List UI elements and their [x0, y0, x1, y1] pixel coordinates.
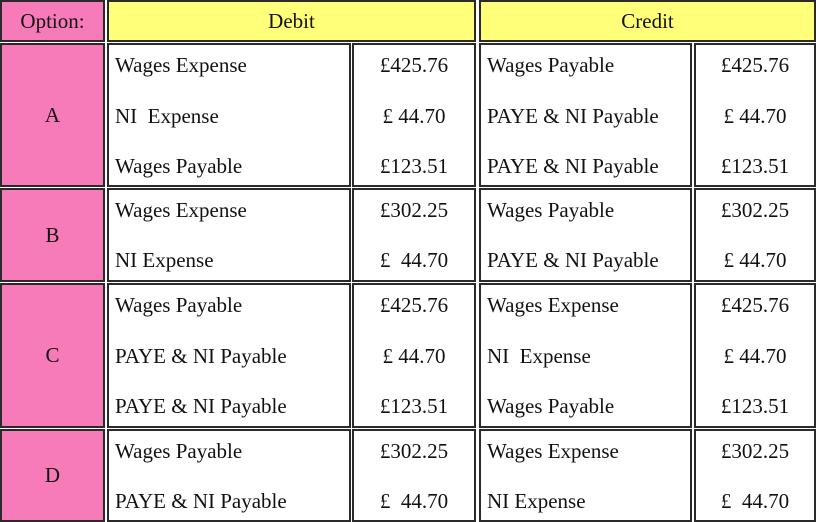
debit-account-name: NI Expense: [115, 248, 214, 272]
debit-amount-cell: £425.76 £ 44.70 £123.51: [352, 43, 476, 187]
credit-amount-cell: £302.25 £ 44.70: [694, 429, 816, 522]
debit-amount-cell: £302.25 £ 44.70: [352, 188, 476, 282]
debit-account-name: PAYE & NI Payable: [115, 343, 287, 368]
credit-account-cell: Wages Payable PAYE & NI Payable: [479, 188, 692, 282]
debit-amount: £ 44.70: [379, 248, 449, 272]
credit-account-cell: Wages Expense NI Expense Wages Payable: [479, 283, 692, 428]
debit-amount: £302.25: [379, 439, 449, 463]
debit-amount-cell: £425.76 £ 44.70 £123.51: [352, 283, 476, 428]
debit-account-name: PAYE & NI Payable: [115, 489, 287, 513]
option-label: A: [0, 43, 105, 187]
credit-account-name: PAYE & NI Payable: [487, 154, 659, 178]
credit-account-name: PAYE & NI Payable: [487, 248, 659, 272]
debit-amount: £ 44.70: [382, 103, 446, 128]
option-label: D: [0, 429, 105, 522]
credit-account-cell: Wages Payable PAYE & NI Payable PAYE & NI …: [479, 43, 692, 187]
credit-account-name: NI Expense: [487, 489, 586, 513]
header-debit: Debit: [107, 0, 476, 42]
credit-amount: £ 44.70: [723, 103, 787, 128]
credit-amount: £123.51: [720, 154, 790, 178]
credit-account-name: PAYE & NI Payable: [487, 103, 659, 128]
credit-account-cell: Wages Expense NI Expense: [479, 429, 692, 522]
debit-account-name: PAYE & NI Payable: [115, 394, 287, 418]
credit-amount: £123.51: [720, 394, 790, 418]
credit-account-name: Wages Expense: [487, 293, 619, 317]
credit-amount: £425.76: [720, 53, 790, 77]
debit-account-cell: Wages Expense NI Expense Wages Payable: [107, 43, 351, 187]
header-credit: Credit: [479, 0, 816, 42]
credit-account-name: Wages Payable: [487, 53, 615, 77]
credit-amount-cell: £425.76 £ 44.70 £123.51: [694, 43, 816, 187]
credit-amount: £425.76: [720, 293, 790, 317]
debit-account-name: NI Expense: [115, 103, 219, 128]
debit-account-cell: Wages Payable PAYE & NI Payable: [107, 429, 351, 522]
credit-amount-cell: £302.25 £ 44.70: [694, 188, 816, 282]
option-label: B: [0, 188, 105, 282]
credit-account-name: NI Expense: [487, 343, 591, 368]
credit-amount: £ 44.70: [723, 343, 787, 368]
debit-amount: £425.76: [379, 53, 449, 77]
debit-amount-cell: £302.25 £ 44.70: [352, 429, 476, 522]
debit-amount: £ 44.70: [379, 489, 449, 513]
debit-account-cell: Wages Expense NI Expense: [107, 188, 351, 282]
debit-account-name: Wages Payable: [115, 154, 243, 178]
credit-amount: £ 44.70: [723, 248, 787, 272]
option-label: C: [0, 283, 105, 428]
credit-amount: £302.25: [720, 198, 790, 222]
credit-amount-cell: £425.76 £ 44.70 £123.51: [694, 283, 816, 428]
credit-account-name: Wages Payable: [487, 198, 615, 222]
credit-account-name: Wages Payable: [487, 394, 615, 418]
debit-account-name: Wages Payable: [115, 293, 243, 317]
debit-amount: £ 44.70: [382, 343, 446, 368]
debit-account-name: Wages Payable: [115, 439, 243, 463]
credit-account-name: Wages Expense: [487, 439, 619, 463]
debit-account-name: Wages Expense: [115, 53, 247, 77]
header-option: Option:: [0, 0, 105, 42]
debit-account-cell: Wages Payable PAYE & NI Payable PAYE & NI …: [107, 283, 351, 428]
debit-amount: £123.51: [379, 154, 449, 178]
credit-amount: £302.25: [720, 439, 790, 463]
debit-amount: £425.76: [379, 293, 449, 317]
debit-account-name: Wages Expense: [115, 198, 247, 222]
credit-amount: £ 44.70: [720, 489, 790, 513]
debit-amount: £123.51: [379, 394, 449, 418]
debit-amount: £302.25: [379, 198, 449, 222]
